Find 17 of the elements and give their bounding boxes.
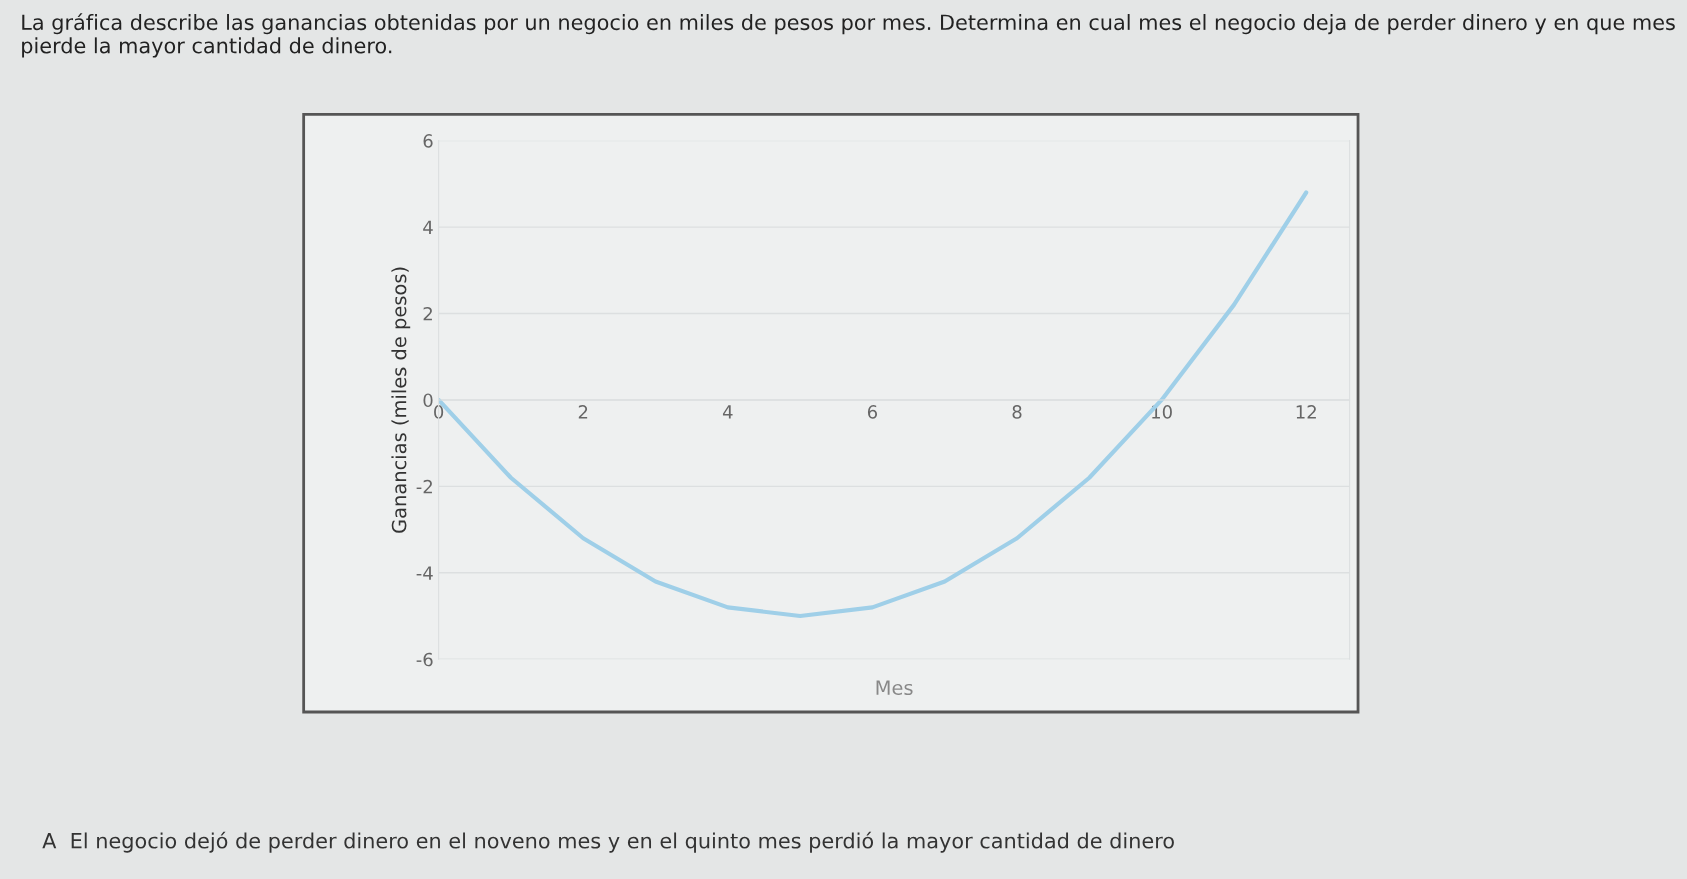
x-tick-label: 4 <box>722 405 733 419</box>
y-tick-label: 6 <box>423 134 433 148</box>
x-tick-label: 0 <box>434 405 444 419</box>
x-tick-label: 8 <box>1012 405 1022 419</box>
y-tick-label: 4 <box>423 220 433 234</box>
y-tick-label: 2 <box>423 306 432 321</box>
y-axis-title: Ganancias (miles de pesos) <box>391 267 411 533</box>
y-tick-label: -6 <box>416 652 433 667</box>
x-axis-title: Mes <box>876 680 913 696</box>
y-tick-label: -2 <box>416 479 432 494</box>
text: A El negocio dejó de perder dinero en el noveno mes y en el quinto mes perdió la mayor cantidad de dinero <box>42 831 1174 853</box>
x-tick-label: 12 <box>1296 405 1316 419</box>
chart-title: La gráfica describe las ganancias obtenidas por un negocio en miles de pesos por mes. Determina en cual mes el negocio deja de perder dinero y en que mes pierde la mayor cantidad de dinero. <box>22 13 1675 58</box>
y-tick-label: -4 <box>416 566 433 580</box>
x-tick-label: 6 <box>867 405 878 419</box>
x-tick-label: 2 <box>578 405 588 419</box>
y-tick-label: 0 <box>423 393 433 408</box>
